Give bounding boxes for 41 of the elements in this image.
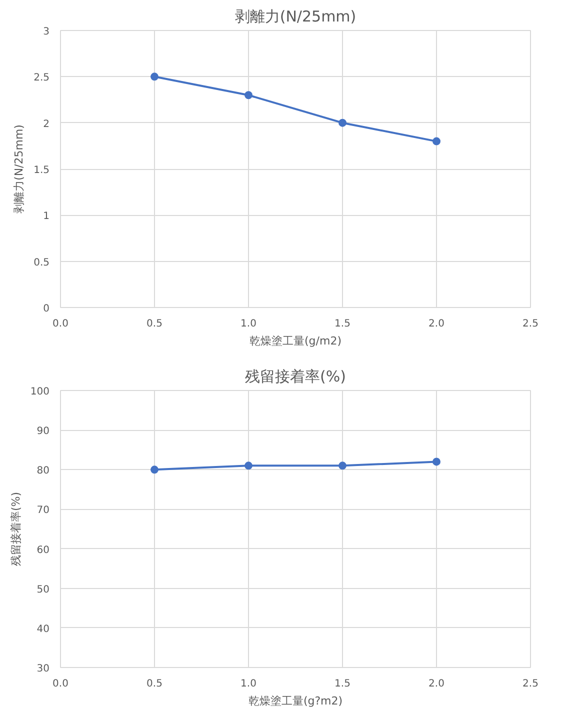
x-tick-label: 0.0 [52, 678, 68, 690]
y-tick-label: 90 [36, 426, 50, 438]
y-tick-label: 30 [36, 664, 50, 674]
y-tick-label: 50 [36, 584, 50, 596]
y-tick-label: 80 [36, 466, 50, 477]
point [244, 91, 252, 100]
y-tick-label: 0.5 [34, 257, 50, 268]
y-tick-label: 0 [43, 304, 50, 314]
y-axis-title: 残留接着率(%) [9, 492, 22, 566]
y-tick-label: 60 [36, 544, 50, 556]
y-tick-label: 3 [43, 26, 50, 38]
point [338, 462, 346, 470]
x-tick-label: 1.5 [334, 318, 350, 330]
y-tick-label: 2 [43, 118, 50, 130]
x-tick-label: 1.5 [334, 678, 350, 690]
point [244, 462, 252, 470]
point [150, 466, 158, 474]
chart-title: 残留接着率(%) [245, 368, 346, 386]
point [432, 137, 440, 146]
x-tick-label: 0.0 [52, 318, 68, 330]
chart-title: 剥離力(N/25mm) [234, 8, 356, 26]
y-tick-label: 40 [36, 624, 50, 635]
x-tick-label: 1.0 [240, 678, 256, 690]
y-tick-label: 2.5 [34, 72, 50, 84]
x-tick-label: 2.5 [522, 678, 538, 690]
x-axis-title: 乾燥塗工量(g?m2) [248, 694, 343, 708]
x-tick-label: 2.0 [428, 318, 444, 330]
x-tick-label: 1.0 [240, 318, 256, 330]
x-tick-label: 0.5 [146, 318, 162, 330]
point [432, 458, 440, 466]
x-tick-label: 0.5 [146, 678, 162, 690]
y-axis-title: 剥離力(N/25mm) [12, 124, 26, 214]
point [150, 72, 158, 81]
y-tick-label: 70 [36, 505, 50, 516]
x-axis-title: 乾燥塗工量(g/m2) [250, 334, 342, 348]
point [338, 118, 346, 127]
x-tick-label: 2.5 [522, 318, 538, 330]
y-tick-label: 100 [30, 386, 50, 398]
y-tick-label: 1.5 [34, 165, 50, 176]
y-tick-label: 1 [43, 211, 50, 222]
x-tick-label: 2.0 [428, 678, 444, 690]
